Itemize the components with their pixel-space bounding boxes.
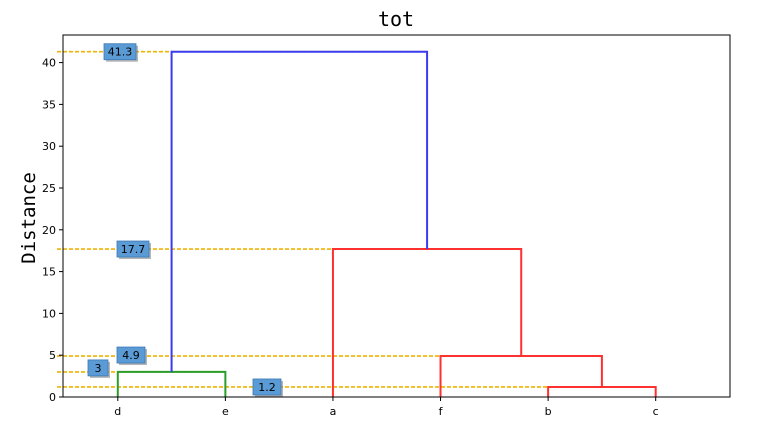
annotation-box [252,378,282,396]
y-tick-label: 25 [42,182,56,195]
annotation-box [87,359,109,377]
y-tick-label: 20 [42,224,56,237]
annotation-label: 4.9 [122,349,140,362]
annotation-label: 1.2 [258,381,276,394]
x-tick-label-f: f [439,405,444,418]
axes: 0 5 10 15 20 25 30 35 40 d e a f b c [42,34,731,418]
y-axis-label: Distance [18,172,40,264]
x-tick-label-c: c [653,405,659,418]
y-tick-label: 35 [42,98,56,111]
annotation-badge-1.2: 1.2 [252,378,283,397]
chart-title: tot [378,7,414,31]
annotation-label: 17.7 [121,243,146,256]
annotation-box [103,43,137,61]
y-tick-label: 5 [49,349,56,362]
annotation-badge-3: 3 [87,359,110,378]
annotation-badge-41.3: 41.3 [103,43,138,62]
y-tick-label: 15 [42,266,56,279]
y-tick-label: 40 [42,57,56,70]
y-tick-label: 0 [49,391,56,404]
link-f-bc [439,355,603,397]
y-tick-label: 30 [42,140,56,153]
x-tick-label-e: e [222,405,229,418]
x-tick-label-d: d [114,405,121,418]
x-tick-label-a: a [330,405,337,418]
annotation-badge-4.9: 4.9 [116,346,147,366]
annotation-box [116,346,146,364]
annotation-badge-17.7: 17.7 [116,240,151,260]
link-b-c [547,385,657,397]
annotation-badges: 41.3 17.7 4.9 3 1.2 [87,43,283,397]
plot-frame [62,34,731,398]
dendrogram-links [116,50,657,397]
y-tick-label: 10 [42,307,56,320]
annotation-label: 41.3 [108,46,133,59]
link-root [170,50,429,372]
annotation-label: 3 [95,362,102,375]
annotation-box [116,240,150,258]
x-tick-label-b: b [545,405,552,418]
